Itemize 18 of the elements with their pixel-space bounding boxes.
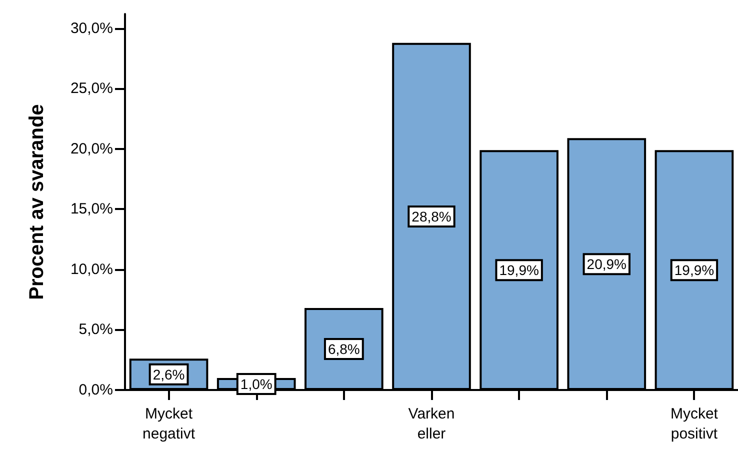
data-label: 1,0% bbox=[240, 376, 272, 392]
y-axis-title: Procent av svarande bbox=[26, 104, 48, 300]
y-tick-label: 20,0% bbox=[70, 140, 113, 158]
x-tick-label: Mycket negativt bbox=[142, 406, 196, 442]
data-label: 6,8% bbox=[328, 341, 360, 358]
y-tick-label: 15,0% bbox=[70, 200, 113, 218]
y-tick-label: 30,0% bbox=[70, 20, 113, 37]
data-label: 20,9% bbox=[586, 256, 626, 272]
data-label: 2,6% bbox=[152, 366, 185, 382]
y-tick-label: 25,0% bbox=[70, 80, 113, 98]
x-tick-label: Mycket positivt bbox=[670, 406, 719, 442]
data-label: 19,9% bbox=[674, 262, 714, 278]
y-tick-label: 5,0% bbox=[78, 321, 113, 338]
y-tick-label: 0,0% bbox=[78, 382, 113, 398]
y-tick-label: 10,0% bbox=[70, 260, 113, 278]
x-tick-label: Varken eller bbox=[408, 406, 455, 442]
data-label: 19,9% bbox=[499, 262, 539, 278]
data-label: 28,8% bbox=[412, 208, 452, 224]
